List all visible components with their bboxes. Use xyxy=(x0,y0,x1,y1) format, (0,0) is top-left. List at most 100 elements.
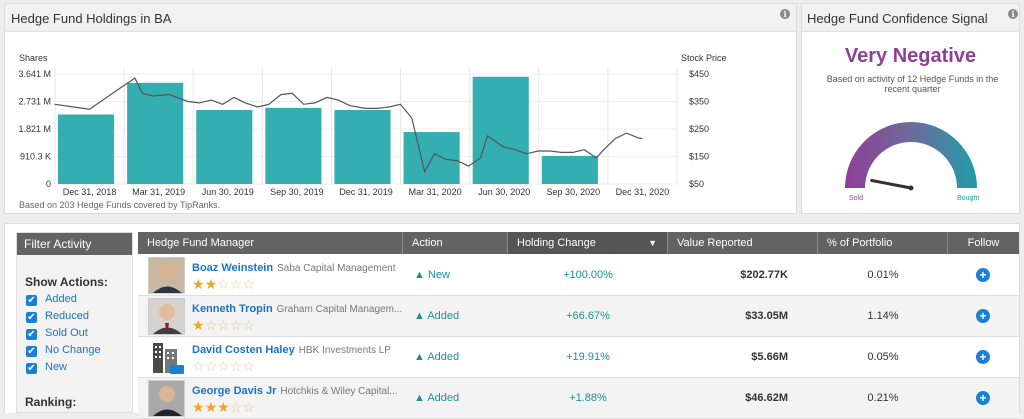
signal-value: Very Negative xyxy=(844,45,977,67)
y2-tick-label: $50 xyxy=(689,179,704,189)
bar xyxy=(265,107,322,184)
manager-name[interactable]: Boaz Weinstein Saba Capital Management xyxy=(192,262,396,274)
filter-sold-out[interactable]: ✔ Sold Out xyxy=(26,327,88,340)
x-tick-label: Dec 31, 2018 xyxy=(63,187,117,197)
y-tick-label: 0 xyxy=(46,179,51,189)
info-icon[interactable]: i xyxy=(1008,9,1018,19)
x-tick-label: Dec 31, 2020 xyxy=(616,187,670,197)
follow-plus-icon[interactable]: + xyxy=(976,391,990,405)
show-actions-label: Show Actions: xyxy=(25,275,108,289)
star-rating: ★★★☆☆ xyxy=(192,400,255,414)
chart-bars xyxy=(58,76,598,184)
follow-plus-icon[interactable]: + xyxy=(976,268,990,282)
table-row[interactable]: Boaz Weinstein Saba Capital Management ★★… xyxy=(138,255,1019,296)
y-tick-label: 1.821 M xyxy=(18,124,51,134)
follow-plus-icon[interactable]: + xyxy=(976,309,990,323)
value-reported: $202.77K xyxy=(740,269,788,281)
table-row[interactable]: Kenneth Tropin Graham Capital Managem... … xyxy=(138,296,1019,337)
bar xyxy=(58,114,115,184)
star-empty-icon: ☆ xyxy=(242,399,255,415)
signal-description: Based on activity of 12 Hedge Funds in t… xyxy=(826,74,999,94)
star-empty-icon: ☆ xyxy=(217,358,230,374)
star-rating: ★★☆☆☆ xyxy=(192,277,255,291)
star-empty-icon: ☆ xyxy=(229,358,243,374)
checkbox-icon[interactable]: ✔ xyxy=(26,329,37,340)
bar xyxy=(472,76,529,184)
table-row[interactable]: David Costen Haley HBK Investments LP ☆☆☆… xyxy=(138,337,1019,378)
star-empty-icon: ☆ xyxy=(229,276,243,292)
col-value-reported[interactable]: Value Reported xyxy=(668,232,818,254)
bar xyxy=(541,155,598,184)
portfolio-percent: 0.01% xyxy=(867,269,899,281)
table-row[interactable]: George Davis Jr Hotchkis & Wiley Capital.… xyxy=(138,378,1019,419)
y2-tick-label: $150 xyxy=(689,152,709,162)
filter-added[interactable]: ✔ Added xyxy=(26,293,77,306)
star-filled-icon: ★ xyxy=(192,276,205,292)
filter-new[interactable]: ✔ New xyxy=(26,361,68,374)
building-avatar-icon[interactable] xyxy=(148,339,185,376)
star-empty-icon: ☆ xyxy=(242,317,255,333)
col-action[interactable]: Action xyxy=(403,232,508,254)
filter-no-change[interactable]: ✔ No Change xyxy=(26,344,101,357)
bar xyxy=(196,109,253,184)
manager-name[interactable]: Kenneth Tropin Graham Capital Managem... xyxy=(192,303,403,315)
bar xyxy=(334,109,391,184)
filter-title: Filter Activity xyxy=(17,233,132,255)
firm-name: Hotchkis & Wiley Capital... xyxy=(280,386,398,397)
value-reported: $5.66M xyxy=(751,351,788,363)
y2-tick-label: $350 xyxy=(689,97,709,107)
filter-reduced[interactable]: ✔ Reduced xyxy=(26,310,90,323)
x-tick-label: Sep 30, 2020 xyxy=(547,187,601,197)
action-value: ▲ Added xyxy=(414,310,460,322)
star-empty-icon: ☆ xyxy=(242,358,255,374)
x-tick-label: Jun 30, 2019 xyxy=(202,187,254,197)
manager-name[interactable]: David Costen Haley HBK Investments LP xyxy=(192,344,391,356)
x-tick-label: Mar 31, 2019 xyxy=(132,187,185,197)
checkbox-icon[interactable]: ✔ xyxy=(26,295,37,306)
x-tick-label: Sep 30, 2019 xyxy=(270,187,324,197)
checkbox-icon[interactable]: ✔ xyxy=(26,363,37,374)
manager-name[interactable]: George Davis Jr Hotchkis & Wiley Capital.… xyxy=(192,385,398,397)
gauge-max-label: Bought xyxy=(957,195,979,202)
checkbox-icon[interactable]: ✔ xyxy=(26,346,37,357)
action-value: ▲ Added xyxy=(414,392,460,404)
col-holding-change[interactable]: Holding Change ▼ xyxy=(508,232,668,254)
gauge-min-label: Sold xyxy=(849,195,863,202)
holding-change-value: +66.67% xyxy=(566,310,610,322)
stock-price-line xyxy=(54,77,643,174)
star-empty-icon: ☆ xyxy=(204,358,218,374)
x-tick-label: Dec 31, 2019 xyxy=(339,187,393,197)
bar xyxy=(127,82,184,184)
firm-name: HBK Investments LP xyxy=(298,345,391,356)
star-filled-icon: ★ xyxy=(192,317,205,333)
sort-desc-icon[interactable]: ▼ xyxy=(648,238,657,248)
star-empty-icon: ☆ xyxy=(204,317,218,333)
avatar[interactable] xyxy=(148,380,185,417)
y2-tick-label: $250 xyxy=(689,124,709,134)
holding-change-value: +1.88% xyxy=(569,392,607,404)
info-icon[interactable]: i xyxy=(780,9,790,19)
y2-axis-ticks: $450 $350 $250 $150 $50 xyxy=(689,69,709,189)
col-portfolio[interactable]: % of Portfolio xyxy=(818,232,948,254)
y-axis-ticks: 3.641 M 2.731 M 1.821 M 910.3 K 0 xyxy=(18,69,51,189)
y-tick-label: 2.731 M xyxy=(18,97,51,107)
avatar[interactable] xyxy=(148,257,185,294)
col-follow: Follow xyxy=(967,237,1000,249)
y2-tick-label: $450 xyxy=(689,69,709,79)
gauge-needle xyxy=(870,179,914,191)
portfolio-percent: 0.05% xyxy=(867,351,899,363)
holdings-footnote: Based on 203 Hedge Funds covered by TipR… xyxy=(19,200,221,210)
action-value: ▲ Added xyxy=(414,351,460,363)
holding-change-value: +100.00% xyxy=(563,269,613,281)
col-manager[interactable]: Hedge Fund Manager xyxy=(138,232,403,254)
holding-change-value: +19.91% xyxy=(566,351,610,363)
gauge-arc xyxy=(845,122,977,188)
checkbox-icon[interactable]: ✔ xyxy=(26,312,37,323)
avatar[interactable] xyxy=(148,298,185,335)
star-empty-icon: ☆ xyxy=(229,399,243,415)
star-rating: ☆☆☆☆☆ xyxy=(192,359,255,373)
follow-plus-icon[interactable]: + xyxy=(976,350,990,364)
confidence-titlebar xyxy=(802,4,1019,32)
star-filled-icon: ★ xyxy=(204,276,218,292)
star-empty-icon: ☆ xyxy=(217,276,230,292)
